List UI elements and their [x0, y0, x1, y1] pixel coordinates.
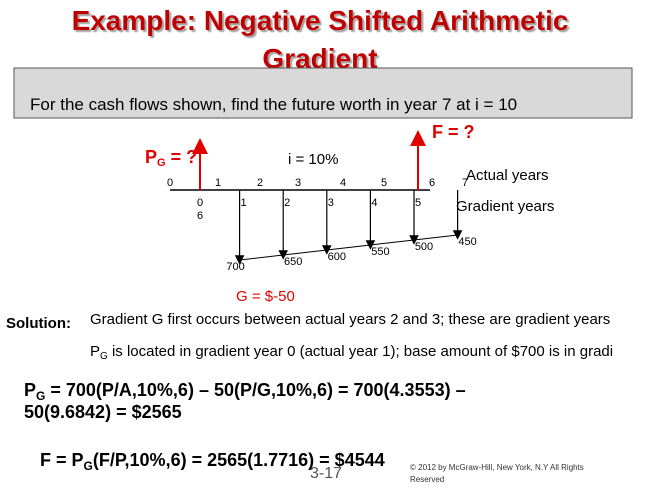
pg-p: P [145, 147, 157, 167]
cash-flow-label: 550 [371, 246, 389, 258]
gradient-extra: 6 [197, 210, 203, 222]
actual-years-label: Actual years [466, 167, 549, 184]
f-label: F = ? [432, 122, 475, 142]
actual-year: 2 [257, 177, 263, 189]
cash-flow-label: 700 [226, 261, 244, 273]
gradient-year: 0 [197, 197, 203, 209]
pg-sub: G [157, 157, 166, 169]
cash-flow-label: 450 [458, 236, 476, 248]
equation: F = PG(F/P,10%,6) = 2565(1.7716) = $4544 [40, 450, 385, 473]
actual-year: 5 [381, 177, 387, 189]
cash-flow-label: 600 [328, 251, 346, 263]
pg-label: PG = ? [145, 147, 197, 169]
text-part: F = P [40, 450, 84, 470]
text-part: (F/P,10%,6) = 2565(1.7716) = $4544 [93, 450, 385, 470]
banner-text: For the cash flows shown, find the futur… [30, 95, 517, 114]
copyright: Reserved [410, 475, 444, 484]
pg-rest: = ? [166, 147, 198, 167]
text-sub: G [36, 389, 45, 403]
cash-flow-diagram: PG = ? F = ? i = 10% Actual years Gradie… [145, 122, 554, 305]
actual-year: 6 [429, 177, 435, 189]
equation: PG = 700(P/A,10%,6) – 50(P/G,10%,6) = 70… [24, 380, 466, 403]
solution-label: Solution: [6, 315, 71, 332]
page-number: 3-17 [310, 465, 342, 482]
text-sub: G [84, 459, 93, 473]
text-sub: G [100, 351, 108, 362]
actual-year: 0 [167, 177, 173, 189]
gradient-label: G = $-50 [236, 288, 295, 305]
gradient-year: 4 [371, 197, 377, 209]
gradient-year: 2 [284, 197, 290, 209]
actual-year: 4 [340, 177, 346, 189]
actual-year: 7 [462, 177, 468, 189]
title-line: Example: Negative Shifted Arithmetic [72, 5, 569, 36]
equation: 50(9.6842) = $2565 [24, 402, 182, 422]
text-part: = 700(P/A,10%,6) – 50(P/G,10%,6) = 700(4… [45, 380, 465, 400]
actual-year: 1 [215, 177, 221, 189]
rate-label: i = 10% [288, 151, 338, 168]
solution-line: PG is located in gradient year 0 (actual… [90, 343, 613, 362]
text-part: is located in gradient year 0 (actual ye… [108, 343, 613, 360]
gradient-year: 3 [328, 197, 334, 209]
gradient-years-label: Gradient years [456, 198, 554, 215]
banner-box [13, 67, 633, 119]
text-part: P [24, 380, 36, 400]
copyright: © 2012 by McGraw-Hill, New York, N.Y All… [410, 463, 584, 472]
cash-flow-label: 650 [284, 256, 302, 268]
solution-line: Gradient G first occurs between actual y… [90, 311, 610, 328]
gradient-year: 5 [415, 197, 421, 209]
cash-flow-label: 500 [415, 241, 433, 253]
actual-year: 3 [295, 177, 301, 189]
text-part: P [90, 343, 100, 360]
gradient-line [239, 234, 458, 261]
gradient-year: 1 [241, 197, 247, 209]
